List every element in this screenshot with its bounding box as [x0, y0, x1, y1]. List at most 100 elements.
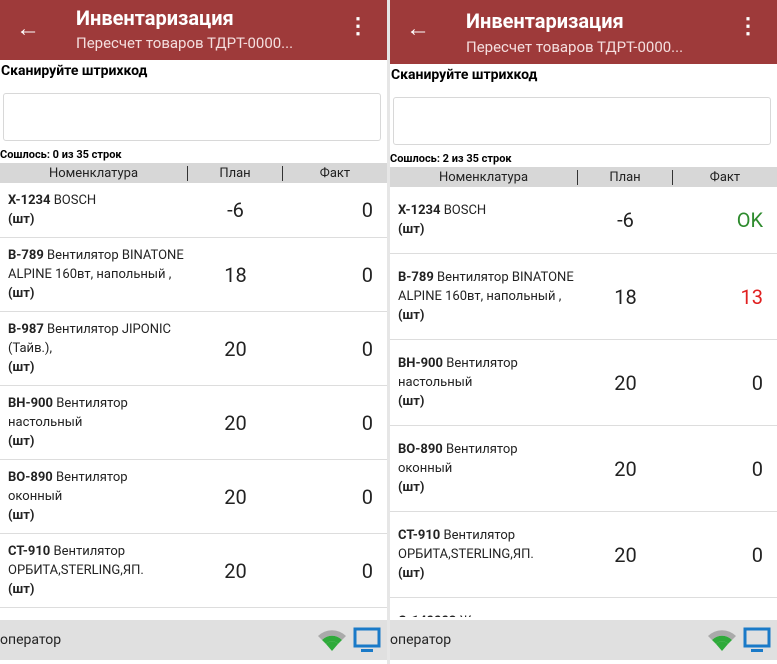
monitor-icon — [743, 627, 771, 652]
screen-before: ← Инвентаризация Пересчет товаров ТДРТ-0… — [0, 0, 387, 664]
item-unit: (шт) — [398, 394, 425, 409]
more-menu-icon[interactable]: ⋮ — [347, 14, 369, 39]
fact-value: 0 — [361, 262, 373, 287]
item-unit: (шт) — [398, 480, 425, 495]
operator-label: оператор — [0, 632, 62, 648]
table-row[interactable]: C-140003 Женские сапоги(шт) — [390, 598, 777, 617]
item-code: B-789 — [398, 270, 434, 285]
fact-value: 0 — [751, 456, 763, 481]
table-row[interactable]: B-987 Вентилятор JIPONIC (Тайв.), (шт) 20 0 — [0, 312, 387, 386]
item-code: BH-900 — [8, 396, 53, 411]
item-name: X-1234 BOSCH (шт) — [0, 183, 188, 237]
plan-value: -6 — [227, 198, 244, 222]
item-code: BH-900 — [398, 356, 443, 371]
items-list[interactable]: X-1234 BOSCH (шт) -6 0 B-789 Вентилятор BINA… — [0, 183, 387, 616]
item-name: BO-890 Вентилятор оконный (шт) — [0, 460, 188, 533]
item-unit: (шт) — [8, 508, 35, 523]
item-name: BH-900 Вентилятор настольный (шт) — [390, 340, 578, 425]
plan-value: 18 — [224, 262, 247, 287]
fact-value: OK — [736, 208, 763, 232]
app-title: Инвентаризация — [466, 9, 624, 33]
item-unit: (шт) — [398, 222, 425, 237]
col-nomenclature: Номенклатура — [0, 165, 188, 181]
status-bar: оператор — [390, 620, 777, 660]
fact-value: 13 — [740, 284, 763, 309]
item-unit: (шт) — [8, 212, 35, 227]
plan-value: 20 — [224, 336, 247, 361]
table-header: Номенклатура План Факт — [0, 163, 387, 183]
item-name: CT-910 Вентилятор ОРБИТА,STERLING,ЯП. (шт… — [0, 534, 188, 607]
scan-label: Сканируйте штрихкод — [1, 63, 148, 79]
back-arrow-icon[interactable]: ← — [16, 14, 40, 42]
monitor-icon — [353, 627, 381, 652]
item-title: Вентилятор JIPONIC (Тайв.), — [8, 322, 171, 356]
fact-value: 0 — [751, 370, 763, 395]
table-row[interactable]: X-1234 BOSCH (шт) -6 OK — [390, 187, 777, 254]
item-name: B-789 Вентилятор BINATONE ALPINE 160вт, … — [0, 238, 188, 311]
table-row[interactable]: BH-900 Вентилятор настольный (шт) 20 0 — [0, 386, 387, 460]
item-title: Вентилятор ОРБИТА,STERLING,ЯП. — [398, 528, 534, 562]
item-unit: (шт) — [8, 360, 35, 375]
item-code: C-140003 — [398, 614, 456, 617]
plan-value: 20 — [614, 542, 637, 567]
barcode-input[interactable] — [393, 97, 771, 145]
item-title: Вентилятор BINATONE ALPINE 160вт, наполь… — [8, 248, 184, 282]
plan-value: 20 — [224, 484, 247, 509]
fact-value: 0 — [751, 542, 763, 567]
item-unit: (шт) — [8, 286, 35, 301]
table-row[interactable]: B-789 Вентилятор BINATONE ALPINE 160вт, … — [0, 238, 387, 312]
col-plan: План — [578, 169, 673, 185]
screen-after: ← Инвентаризация Пересчет товаров ТДРТ-0… — [390, 0, 777, 664]
more-menu-icon[interactable]: ⋮ — [737, 14, 759, 39]
items-list[interactable]: X-1234 BOSCH (шт) -6 OK B-789 Вентилятор BIN… — [390, 187, 777, 617]
item-title: Вентилятор настольный — [8, 396, 128, 430]
app-title: Инвентаризация — [76, 6, 234, 30]
back-arrow-icon[interactable]: ← — [406, 14, 430, 42]
item-unit: (шт) — [398, 308, 425, 323]
table-row[interactable]: BH-900 Вентилятор настольный (шт) 20 0 — [390, 340, 777, 426]
item-name: B-789 Вентилятор BINATONE ALPINE 160вт, … — [390, 254, 578, 339]
table-row[interactable]: BO-890 Вентилятор оконный (шт) 20 0 — [390, 426, 777, 512]
item-title: BOSCH — [53, 193, 97, 208]
table-row[interactable]: B-789 Вентилятор BINATONE ALPINE 160вт, … — [390, 254, 777, 340]
match-count: Сошлось: 0 из 35 строк — [0, 148, 122, 161]
table-row[interactable]: CT-910 Вентилятор ОРБИТА,STERLING,ЯП. (шт… — [390, 512, 777, 598]
table-header: Номенклатура План Факт — [390, 167, 777, 187]
item-code: X-1234 — [398, 203, 441, 218]
item-title: Вентилятор оконный — [8, 470, 128, 504]
table-row[interactable]: CT-910 Вентилятор ОРБИТА,STERLING,ЯП. (шт… — [0, 534, 387, 608]
item-name: BH-900 Вентилятор настольный (шт) — [0, 386, 188, 459]
plan-value: 20 — [224, 558, 247, 583]
table-row[interactable]: BO-890 Вентилятор оконный (шт) 20 0 — [0, 460, 387, 534]
item-code: BO-890 — [8, 470, 53, 485]
item-title: BOSCH — [443, 203, 487, 218]
barcode-input[interactable] — [3, 93, 381, 141]
item-code: CT-910 — [398, 528, 441, 543]
fact-value: 0 — [361, 484, 373, 509]
app-bar: ← Инвентаризация Пересчет товаров ТДРТ-0… — [390, 0, 777, 64]
item-unit: (шт) — [8, 582, 35, 597]
item-unit: (шт) — [398, 566, 425, 581]
item-code: B-987 — [8, 322, 44, 337]
item-code: CT-910 — [8, 544, 51, 559]
item-title: Вентилятор BINATONE ALPINE 160вт, наполь… — [398, 270, 574, 304]
plan-value: 18 — [614, 284, 637, 309]
item-name: CT-910 Вентилятор ОРБИТА,STERLING,ЯП. (шт… — [390, 512, 578, 597]
table-row[interactable]: X-1234 BOSCH (шт) -6 0 — [0, 183, 387, 238]
col-plan: План — [188, 165, 283, 181]
fact-value: 0 — [361, 198, 373, 222]
match-count: Сошлось: 2 из 35 строк — [390, 152, 512, 165]
col-fact: Факт — [319, 165, 351, 181]
scan-label: Сканируйте штрихкод — [391, 67, 538, 83]
item-title: Вентилятор настольный — [398, 356, 518, 390]
wifi-icon — [708, 630, 736, 651]
item-title: Вентилятор оконный — [398, 442, 518, 476]
app-subtitle: Пересчет товаров ТДРТ-0000... — [76, 34, 294, 52]
app-subtitle: Пересчет товаров ТДРТ-0000... — [466, 38, 684, 56]
item-name: C-140003 Женские сапоги(шт) — [390, 598, 578, 617]
item-name: X-1234 BOSCH (шт) — [390, 187, 578, 253]
plan-value: 20 — [614, 456, 637, 481]
fact-value: 0 — [361, 336, 373, 361]
plan-value: 20 — [224, 410, 247, 435]
app-bar: ← Инвентаризация Пересчет товаров ТДРТ-0… — [0, 0, 387, 60]
